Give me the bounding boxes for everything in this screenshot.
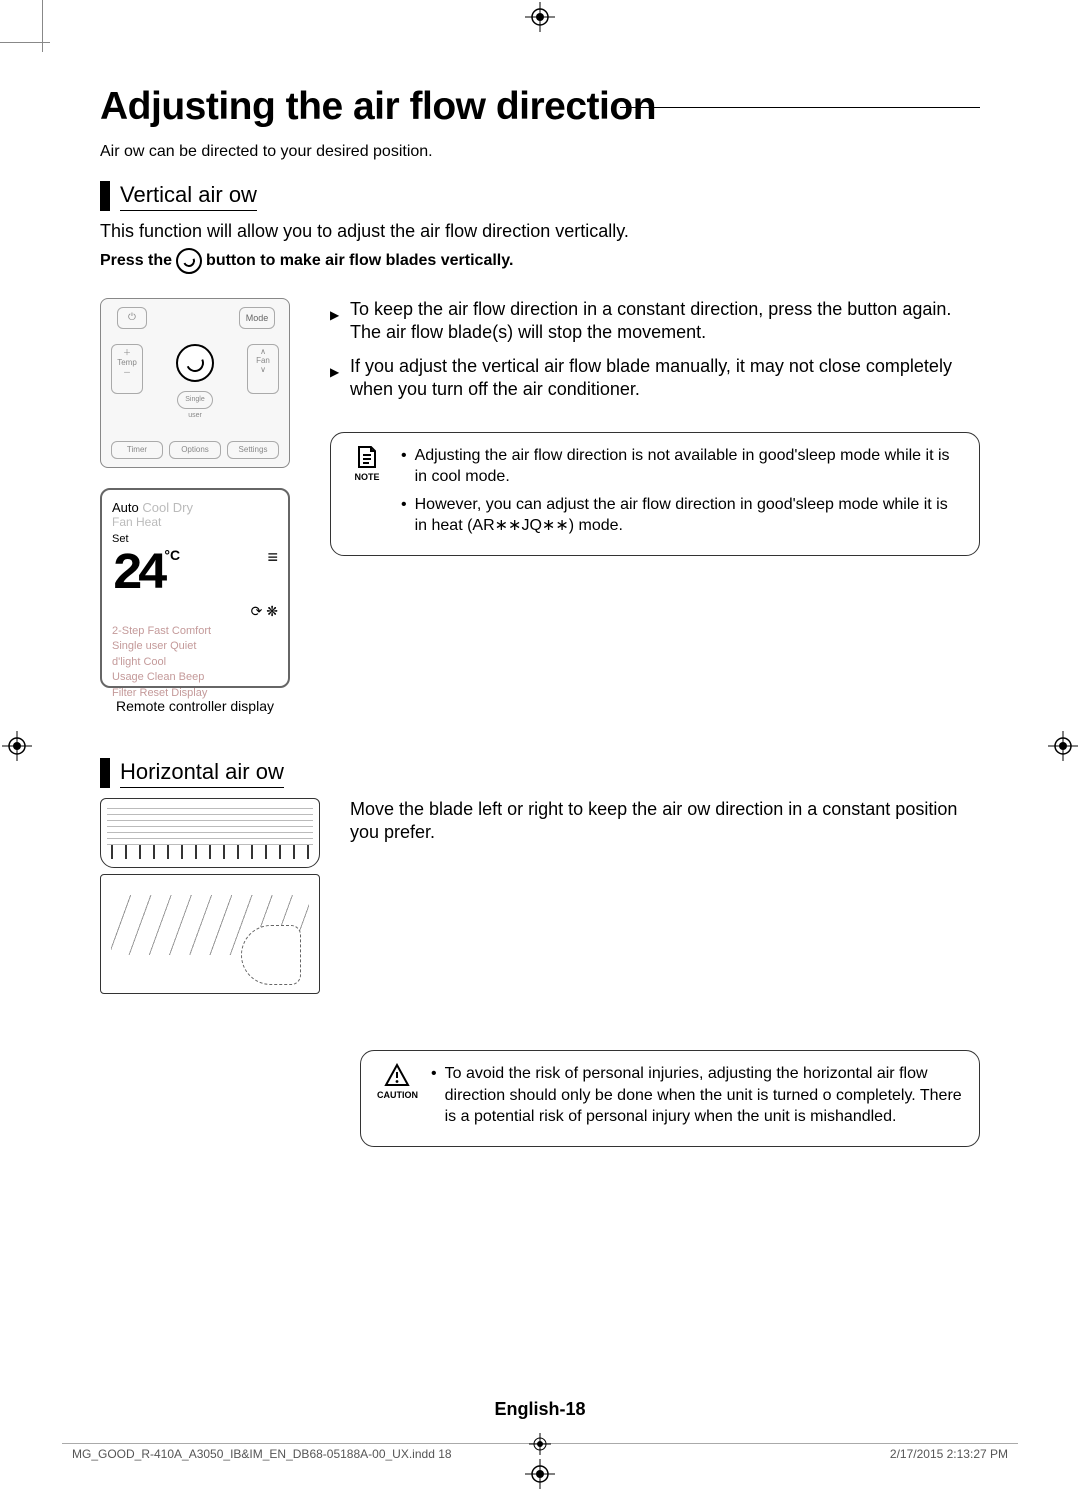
- caution-label: CAUTION: [377, 1089, 417, 1101]
- registration-mark-icon: [525, 1459, 555, 1489]
- mode-button: Mode: [239, 307, 275, 329]
- crop-mark: [42, 0, 43, 52]
- power-button-icon: ⏻: [117, 307, 147, 329]
- temp-button: ＋Temp－: [111, 344, 143, 394]
- caution-icon: [384, 1063, 410, 1087]
- registration-mark-icon: [529, 1433, 551, 1458]
- note-text: However, you can adjust the air flow dir…: [415, 494, 963, 537]
- ac-unit-illustration: [100, 798, 320, 994]
- disp-fan-heat: Fan Heat: [112, 515, 278, 529]
- remote-display-diagram: Auto Cool Dry Fan Heat Set 24 °C ≡ ⟳ ❋ 2…: [100, 488, 290, 688]
- air-swing-button-icon: [176, 344, 214, 382]
- section2-description: Move the blade left or right to keep the…: [350, 798, 980, 845]
- registration-mark-icon: [1048, 731, 1078, 761]
- section-title: Horizontal air ow: [120, 759, 284, 788]
- hand-icon: [241, 925, 301, 985]
- settings-button: Settings: [227, 441, 279, 459]
- footer-date: 2/17/2015 2:13:27 PM: [890, 1447, 1008, 1461]
- remote-diagram: ⏻ Mode ＋Temp－ ∧Fan∨ Single user Timer Op…: [100, 298, 290, 468]
- bullets-vertical: To keep the air flow direction in a cons…: [330, 298, 980, 556]
- bullet-text: If you adjust the vertical air flow blad…: [350, 355, 980, 402]
- disp-auto: Auto: [112, 500, 139, 515]
- registration-mark-icon: [2, 731, 32, 761]
- bullet-icon: [330, 298, 342, 345]
- page-number: English-18: [100, 1399, 980, 1420]
- fan-button: ∧Fan∨: [247, 344, 279, 394]
- section-bar-icon: [100, 758, 110, 788]
- intro-text: Air ow can be directed to your desired p…: [100, 143, 980, 161]
- press-post: button to make air flow blades verticall…: [206, 252, 513, 270]
- remote-illustration: ⏻ Mode ＋Temp－ ∧Fan∨ Single user Timer Op…: [100, 298, 290, 714]
- timer-button: Timer: [111, 441, 163, 459]
- section-bar-icon: [100, 181, 110, 211]
- single-user-button: Single user: [177, 391, 213, 409]
- page-content: Adjusting the air flow direction Air ow …: [100, 85, 980, 1396]
- bullet-text: To keep the air flow direction in a cons…: [350, 298, 980, 345]
- section-description: This function will allow you to adjust t…: [100, 221, 980, 242]
- note-callout: NOTE Adjusting the air flow direction is…: [330, 432, 980, 556]
- disp-set: Set: [112, 533, 129, 545]
- section-title: Vertical air ow: [120, 182, 257, 211]
- disp-cool-dry: Cool Dry: [142, 500, 193, 515]
- options-button: Options: [169, 441, 221, 459]
- press-pre: Press the: [100, 252, 172, 270]
- footer-file: MG_GOOD_R-410A_A3050_IB&IM_EN_DB68-05188…: [72, 1447, 452, 1461]
- press-instruction: Press the button to make air flow blades…: [100, 248, 980, 274]
- caution-text: To avoid the risk of personal injuries, …: [445, 1063, 963, 1128]
- section-heading-horizontal: Horizontal air ow: [100, 758, 980, 788]
- caution-callout: CAUTION To avoid the risk of personal in…: [360, 1050, 980, 1147]
- section-heading-vertical: Vertical air ow: [100, 181, 980, 211]
- note-label: NOTE: [347, 471, 387, 483]
- disp-faded-block: 2-Step Fast Comfort Single user Quiet d'…: [112, 624, 278, 701]
- note-text: Adjusting the air flow direction is not …: [415, 445, 963, 488]
- note-icon: [355, 445, 379, 469]
- print-footer: MG_GOOD_R-410A_A3050_IB&IM_EN_DB68-05188…: [62, 1443, 1018, 1461]
- disp-temp-value: 24: [112, 549, 162, 601]
- bullet-icon: [330, 355, 342, 402]
- ac-unit-top-view: [100, 798, 320, 868]
- air-swing-icon: [176, 248, 202, 274]
- registration-mark-icon: [525, 2, 555, 32]
- ac-unit-blade-view: [100, 874, 320, 994]
- disp-unit: °C: [164, 547, 180, 563]
